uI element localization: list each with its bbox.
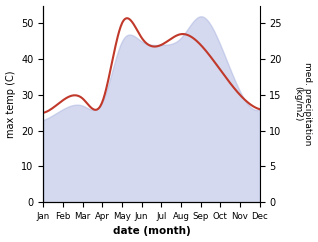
Y-axis label: med. precipitation
(kg/m2): med. precipitation (kg/m2) [293, 62, 313, 145]
Y-axis label: max temp (C): max temp (C) [5, 70, 16, 138]
X-axis label: date (month): date (month) [113, 227, 190, 236]
